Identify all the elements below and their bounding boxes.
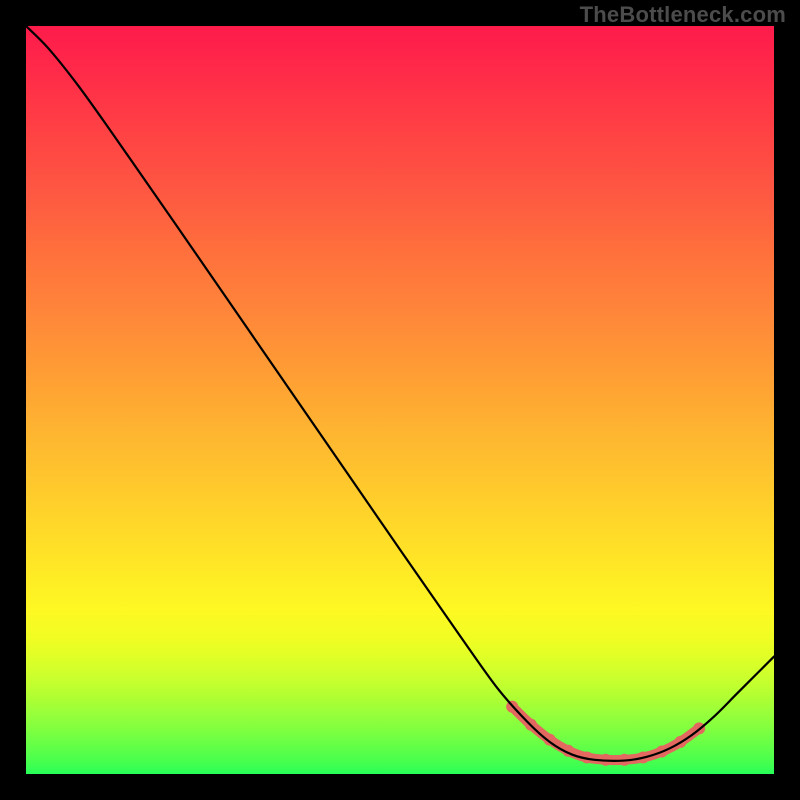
chart-svg: [26, 26, 774, 774]
bottleneck-curve: [26, 26, 774, 761]
watermark-text: TheBottleneck.com: [580, 2, 786, 28]
plot-area: [26, 26, 774, 774]
